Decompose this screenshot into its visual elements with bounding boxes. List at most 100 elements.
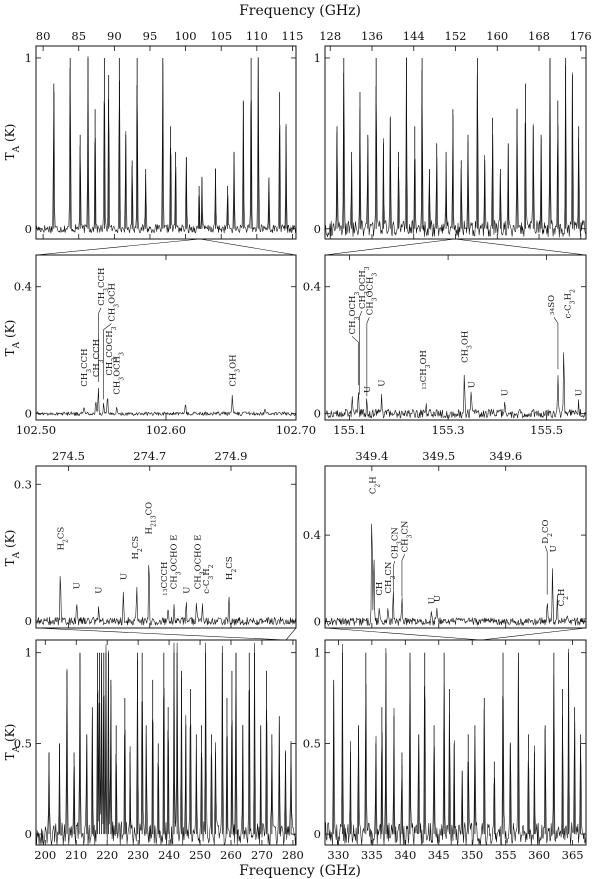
y-tick-label-p1: 0 — [25, 222, 32, 236]
label-leader-p3-3 — [103, 323, 112, 400]
y-tick-label-p1: 1 — [25, 51, 32, 65]
y-tick-label-p6: 0.4 — [303, 528, 321, 542]
x-tick-label-p4: 155.3 — [432, 423, 465, 437]
molecule-label-p6-5: U — [427, 597, 437, 604]
x-tick-label-p8: 355 — [495, 848, 517, 862]
x-tick-label-p7: 260 — [220, 848, 242, 862]
x-tick-label-p7: 250 — [189, 848, 211, 862]
spectrum-panel-p4: 155.1 155.3 155.500.4CH3OCH3CH3OCH3CH3OCH3… — [303, 254, 587, 437]
x-tick-label-p3: 102.50 — [16, 423, 56, 437]
spectrum-panel-p6: 349.4 349.5 349.600.4C2HCHCH3CNCH3CNCH3CNU… — [303, 449, 587, 629]
panel-frame-p6 — [324, 465, 587, 629]
panel-frame-p8 — [324, 639, 587, 846]
x-tick-label-p6: 349.5 — [422, 449, 455, 463]
zoom-connector — [454, 238, 587, 256]
x-tick-label-p5: 274.7 — [133, 449, 166, 463]
x-tick-label-p7: 280 — [282, 848, 304, 862]
molecule-label-p4-5: 13CH3OH — [419, 350, 432, 390]
spectrum-panel-p7: 200 210 220 230 240 250 260 270 280 0 0.5 1 TA (K) — [3, 639, 304, 862]
x-tick-label-p8: 345 — [428, 848, 450, 862]
x-tick-label-p5: 274.5 — [52, 449, 85, 463]
panel-frame-p4 — [324, 254, 587, 421]
spectrum-trace-p4 — [324, 352, 587, 419]
molecule-label-p4-3: U — [363, 386, 373, 393]
zoom-connector — [35, 627, 287, 641]
y-axis-label-p5: TA (K) — [3, 530, 22, 567]
y-tick-label-p3: 0.4 — [14, 280, 32, 294]
y-tick-label-p5: 0.3 — [14, 477, 32, 491]
molecule-label-p3-4: CH3COCH3 — [105, 326, 118, 375]
molecule-label-p5-0: H2CS — [56, 527, 69, 551]
x-tick-label-p2: 160 — [486, 29, 508, 43]
label-leader-p4-2 — [366, 317, 370, 397]
molecule-label-p5-10: c-C3H2 — [202, 564, 215, 593]
x-tick-label-p3: 102.70 — [276, 423, 316, 437]
molecule-label-p5-8: U — [182, 587, 192, 594]
panel-frame-p3 — [35, 254, 297, 421]
spectrum-trace-p3 — [35, 387, 297, 416]
molecule-label-p5-3: U — [119, 573, 129, 580]
molecule-label-p4-11: U — [575, 389, 585, 396]
molecule-label-p3-1: CH3CCH — [92, 339, 105, 377]
molecule-label-p6-4: CH3CN — [401, 520, 414, 552]
molecule-label-p3-5: CH3OCH3 — [113, 352, 126, 395]
spectrum-panel-p2: 128 136 144 152 160 168 176 0 1 — [314, 29, 592, 240]
x-tick-label-p7: 210 — [65, 848, 87, 862]
x-tick-label-p1: 100 — [175, 29, 197, 43]
molecule-label-p6-8: U — [549, 545, 559, 552]
y-tick-label-p2: 0 — [314, 222, 321, 236]
y-tick-label-p5: 0 — [25, 614, 32, 628]
panel-frame-p1 — [35, 45, 297, 240]
x-tick-label-p7: 230 — [127, 848, 149, 862]
x-tick-label-p7: 200 — [34, 848, 56, 862]
x-tick-label-p8: 350 — [461, 848, 483, 862]
molecule-label-p4-0: CH3OCH3 — [348, 292, 361, 335]
molecule-label-p5-7: CH3OCHO E — [169, 535, 182, 590]
x-tick-label-p7: 220 — [96, 848, 118, 862]
x-tick-label-p2: 136 — [361, 29, 383, 43]
label-leader-p4-0 — [351, 336, 359, 386]
molecule-label-p3-3: CH3OCH — [107, 283, 120, 322]
x-tick-label-p6: 349.6 — [489, 449, 522, 463]
y-tick-label-p7: 1 — [25, 646, 32, 660]
spectrum-trace-p8 — [324, 644, 587, 846]
x-tick-label-p2: 128 — [319, 29, 341, 43]
zoom-connector — [285, 627, 297, 641]
bottom-frequency-axis-label: Frequency (GHz) — [239, 863, 361, 879]
y-axis-label-p7: TA (K) — [3, 724, 22, 761]
x-tick-label-p8: 360 — [528, 848, 550, 862]
top-frequency-axis-label: Frequency (GHz) — [239, 3, 361, 19]
x-tick-label-p7: 240 — [158, 848, 180, 862]
x-tick-label-p6: 349.4 — [355, 449, 388, 463]
zoom-connector — [480, 627, 587, 641]
x-tick-label-p8: 335 — [361, 848, 383, 862]
x-tick-label-p2: 168 — [528, 29, 550, 43]
y-tick-label-p4: 0.4 — [303, 280, 321, 294]
label-leader-p4-9 — [553, 317, 559, 370]
x-tick-label-p1: 115 — [281, 29, 303, 43]
x-tick-label-p1: 110 — [246, 29, 268, 43]
y-tick-label-p2: 1 — [314, 51, 321, 65]
y-tick-label-p7: 0 — [25, 827, 32, 841]
x-tick-label-p3: 102.60 — [146, 423, 186, 437]
spectrum-panel-p1: 80 85 90 95 100 105 110 115 0 1 TA (K) — [3, 29, 303, 240]
label-leader-p3-2 — [98, 307, 102, 382]
x-tick-label-p1: 95 — [143, 29, 158, 43]
molecule-label-p3-6: CH3OH — [228, 354, 241, 386]
y-tick-label-p7: 0.5 — [14, 736, 32, 750]
molecule-label-p6-7: D2CO — [541, 520, 554, 544]
panel-frame-p7 — [35, 639, 297, 846]
x-tick-label-p1: 90 — [107, 29, 122, 43]
molecule-label-p4-4: U — [378, 380, 388, 387]
molecule-label-p5-4: H2CS — [131, 536, 144, 560]
x-tick-label-p8: 340 — [394, 848, 416, 862]
y-tick-label-p6: 0 — [314, 615, 321, 629]
y-tick-label-p8: 0.5 — [303, 736, 321, 750]
x-tick-label-p7: 270 — [251, 848, 273, 862]
molecule-label-p6-6: U — [433, 595, 443, 602]
y-tick-label-p4: 0 — [314, 407, 321, 421]
y-tick-label-p8: 1 — [314, 646, 321, 660]
molecule-label-p4-1: CH3OCH3 — [358, 266, 371, 309]
molecule-label-p4-8: U — [501, 389, 511, 396]
